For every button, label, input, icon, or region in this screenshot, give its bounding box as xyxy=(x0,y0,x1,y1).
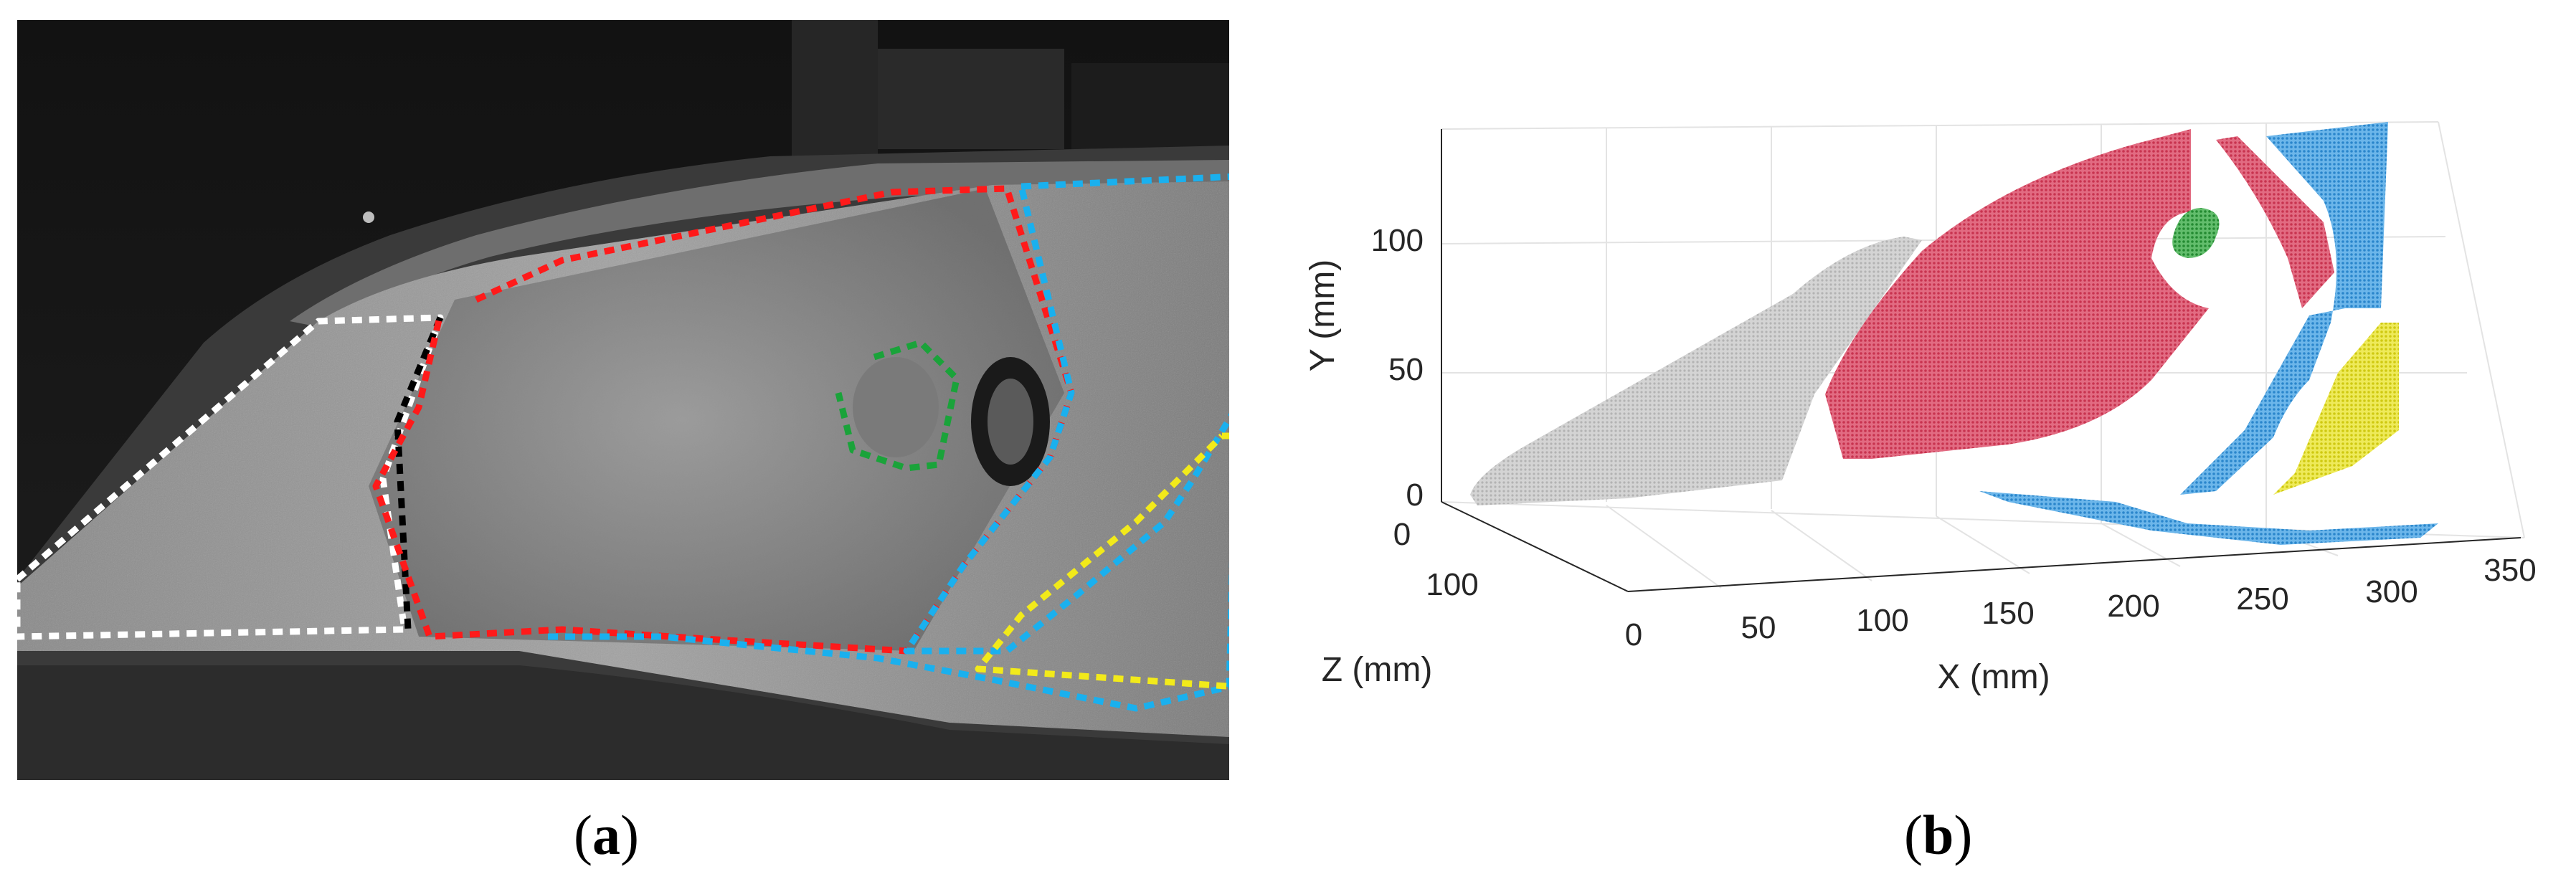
x-tick: 200 xyxy=(2107,589,2159,624)
scatter3d-chart: 0 50 100 150 200 250 300 350 0 50 100 0 … xyxy=(1304,121,2537,696)
x-tick: 300 xyxy=(2365,574,2418,609)
photo-panel-a xyxy=(14,20,1240,780)
x-tick: 250 xyxy=(2236,581,2288,617)
x-tick: 350 xyxy=(2483,553,2536,588)
red-point-cloud-strip xyxy=(2216,136,2334,308)
x-axis-line xyxy=(1627,537,2521,592)
photo-canvas xyxy=(14,20,1240,780)
green-region-outline xyxy=(835,339,960,472)
z-tick-labels: 0 100 xyxy=(1393,517,1479,602)
x-tick-labels: 0 50 100 150 200 250 300 350 xyxy=(1625,553,2537,652)
y-tick: 50 xyxy=(1388,352,1424,387)
green-point-cloud xyxy=(2172,208,2220,258)
yellow-region-outline xyxy=(975,432,1240,690)
caption-a-letter: a xyxy=(592,804,620,866)
knob xyxy=(853,357,939,457)
x-tick: 150 xyxy=(1981,596,2034,631)
caption-b: (b) xyxy=(1904,804,1973,866)
y-tick: 100 xyxy=(1371,223,1424,258)
x-tick: 50 xyxy=(1741,610,1776,645)
gray-point-cloud xyxy=(1470,237,1922,505)
z-tick: 0 xyxy=(1393,517,1411,552)
caption-b-letter: b xyxy=(1922,804,1954,866)
x-tick: 0 xyxy=(1625,617,1642,652)
x-axis-label: X (mm) xyxy=(1937,658,2050,696)
red-point-cloud xyxy=(1825,129,2209,459)
y-tick-labels: 0 50 100 xyxy=(1371,223,1424,513)
yellow-point-cloud xyxy=(2273,323,2399,495)
z-axis-line xyxy=(1441,501,1629,592)
blue-point-cloud-lower xyxy=(1979,491,2438,545)
black-region-outline xyxy=(394,316,444,630)
blue-region-outline-upper xyxy=(903,173,1240,655)
caption-a: (a) xyxy=(574,804,639,866)
white-region-outline xyxy=(14,314,444,640)
y-axis-label: Y (mm) xyxy=(1304,260,1342,371)
chart-panel-b: 0 50 100 150 200 250 300 350 0 50 100 0 … xyxy=(1291,72,2539,760)
y-tick: 0 xyxy=(1406,477,1424,513)
x-tick: 100 xyxy=(1856,603,1908,638)
z-axis-label: Z (mm) xyxy=(1322,651,1433,689)
chart-axes xyxy=(1441,129,2521,592)
z-tick: 100 xyxy=(1426,567,1478,602)
blue-point-cloud-upper xyxy=(2180,122,2388,495)
